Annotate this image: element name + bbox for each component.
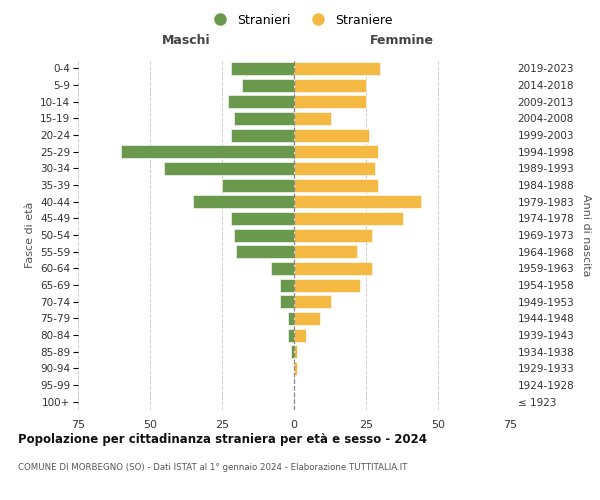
Bar bbox=[294, 328, 305, 342]
Bar bbox=[294, 95, 366, 108]
Bar bbox=[233, 228, 294, 241]
Bar bbox=[280, 278, 294, 291]
Bar bbox=[294, 128, 369, 141]
Bar bbox=[294, 245, 358, 258]
Bar bbox=[294, 195, 421, 208]
Bar bbox=[242, 78, 294, 92]
Text: Femmine: Femmine bbox=[370, 34, 434, 46]
Bar bbox=[288, 312, 294, 325]
Bar bbox=[294, 62, 380, 75]
Bar bbox=[294, 228, 372, 241]
Bar bbox=[228, 95, 294, 108]
Bar bbox=[230, 62, 294, 75]
Bar bbox=[294, 345, 297, 358]
Bar bbox=[236, 245, 294, 258]
Bar bbox=[294, 295, 331, 308]
Bar bbox=[294, 278, 360, 291]
Bar bbox=[288, 328, 294, 342]
Bar bbox=[271, 262, 294, 275]
Bar bbox=[164, 162, 294, 175]
Bar bbox=[294, 112, 331, 125]
Bar bbox=[294, 162, 374, 175]
Bar bbox=[294, 312, 320, 325]
Bar bbox=[230, 128, 294, 141]
Bar bbox=[294, 262, 372, 275]
Bar bbox=[294, 178, 377, 192]
Bar bbox=[280, 295, 294, 308]
Bar bbox=[230, 212, 294, 225]
Bar bbox=[291, 345, 294, 358]
Bar bbox=[294, 212, 403, 225]
Legend: Stranieri, Straniere: Stranieri, Straniere bbox=[202, 8, 398, 32]
Bar bbox=[294, 78, 366, 92]
Text: Popolazione per cittadinanza straniera per età e sesso - 2024: Popolazione per cittadinanza straniera p… bbox=[18, 432, 427, 446]
Bar bbox=[121, 145, 294, 158]
Bar bbox=[294, 145, 377, 158]
Y-axis label: Anni di nascita: Anni di nascita bbox=[581, 194, 591, 276]
Y-axis label: Fasce di età: Fasce di età bbox=[25, 202, 35, 268]
Bar bbox=[233, 112, 294, 125]
Bar bbox=[222, 178, 294, 192]
Bar bbox=[294, 362, 297, 375]
Text: COMUNE DI MORBEGNO (SO) - Dati ISTAT al 1° gennaio 2024 - Elaborazione TUTTITALI: COMUNE DI MORBEGNO (SO) - Dati ISTAT al … bbox=[18, 462, 407, 471]
Text: Maschi: Maschi bbox=[161, 34, 211, 46]
Bar bbox=[193, 195, 294, 208]
